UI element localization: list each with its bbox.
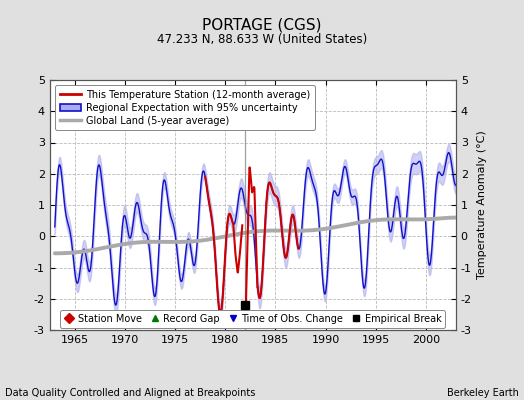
Y-axis label: Temperature Anomaly (°C): Temperature Anomaly (°C) <box>477 131 487 279</box>
Text: Berkeley Earth: Berkeley Earth <box>447 388 519 398</box>
Legend: Station Move, Record Gap, Time of Obs. Change, Empirical Break: Station Move, Record Gap, Time of Obs. C… <box>60 310 445 328</box>
Text: Data Quality Controlled and Aligned at Breakpoints: Data Quality Controlled and Aligned at B… <box>5 388 256 398</box>
Text: 47.233 N, 88.633 W (United States): 47.233 N, 88.633 W (United States) <box>157 33 367 46</box>
Text: PORTAGE (CGS): PORTAGE (CGS) <box>202 18 322 33</box>
